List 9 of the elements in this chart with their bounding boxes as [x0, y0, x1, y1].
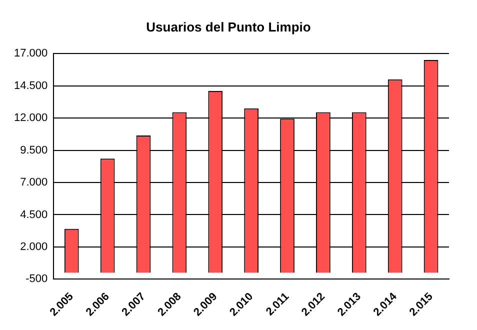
y-tick-label: 17.000 [14, 48, 48, 60]
y-tick-label: 7.000 [20, 176, 48, 189]
y-tick-label: 2.000 [20, 241, 48, 254]
y-tick-label: 4.500 [20, 208, 48, 221]
chart-title: Usuarios del Punto Limpio [146, 19, 311, 34]
y-tick-label: -500 [26, 273, 48, 286]
y-tick-label: 9.500 [20, 144, 48, 156]
y-tick-label: 12.000 [14, 112, 48, 124]
y-tick-label: 14.500 [14, 80, 48, 92]
